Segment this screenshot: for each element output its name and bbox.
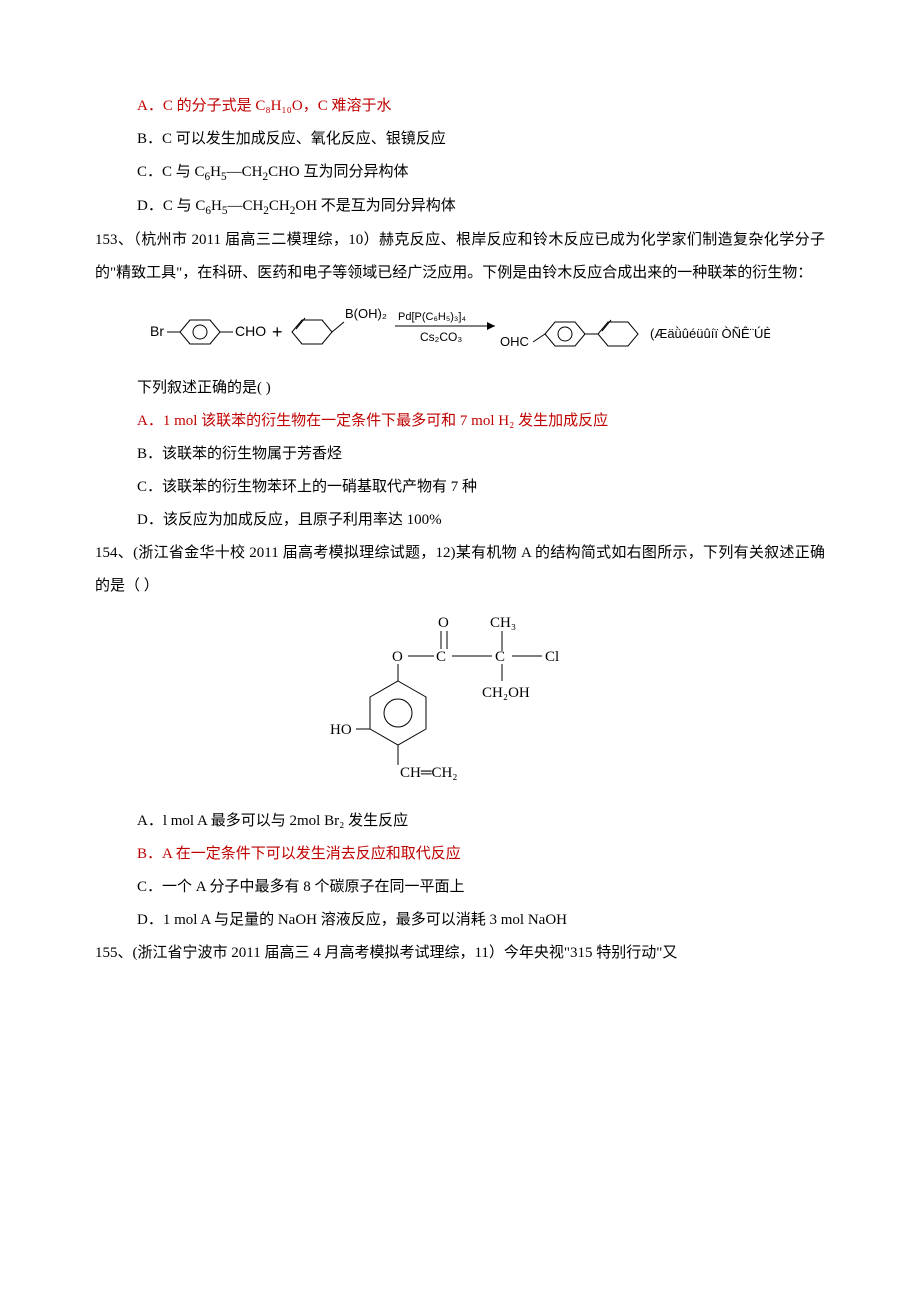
lbl-ho: HO	[330, 722, 352, 738]
text: OH 不是互为同分异构体	[295, 198, 455, 214]
q155-number: 155、	[95, 945, 133, 961]
label-catalyst-bot: Cs₂CO₃	[420, 330, 462, 344]
label-br: Br	[150, 323, 164, 339]
text: —CH	[227, 164, 263, 180]
label-plus: +	[272, 322, 283, 342]
q153-number: 153、	[95, 232, 133, 248]
lbl-c2: C	[495, 649, 505, 665]
label-cho: CHO	[235, 323, 266, 339]
q154-option-c: C．一个 A 分子中最多有 8 个碳原子在同一平面上	[95, 871, 825, 904]
lbl-o2: O	[392, 649, 403, 665]
q153-option-b: B．该联苯的衍生物属于芳香烃	[95, 438, 825, 471]
q154-option-d: D．1 mol A 与足量的 NaOH 溶液反应，最多可以消耗 3 mol Na…	[95, 904, 825, 937]
text: H	[210, 164, 221, 180]
lbl-cl: Cl	[545, 649, 559, 665]
q153-option-a: A．1 mol 该联苯的衍生物在一定条件下最多可和 7 mol H₂ 发生加成反…	[95, 405, 825, 438]
q154-head: 154、(浙江省金华十校 2011 届高考模拟理综试题，12)某有机物 A 的结…	[95, 537, 825, 603]
text: CH	[269, 198, 290, 214]
lbl-c1: C	[436, 649, 446, 665]
lbl-chch2: CH═CH₂	[400, 765, 458, 781]
q154-structure-diagram: O CH₃ O C C Cl CH₂OH HO CH═CH₂	[95, 609, 825, 799]
lbl-o1: O	[438, 615, 449, 631]
label-catalyst-top: Pd[P(C₆H₅)₃]₄	[398, 311, 466, 323]
q154-option-b: B．A 在一定条件下可以发生消去反应和取代反应	[95, 838, 825, 871]
label-ohc: OHC	[500, 334, 529, 349]
q153-head: 153、（杭州市 2011 届高三二模理综，10）赫克反应、根岸反应和铃木反应已…	[95, 224, 825, 290]
q153-source: （杭州市 2011 届高三二模理综，10）	[133, 232, 379, 248]
lbl-ch3: CH₃	[490, 615, 516, 631]
q153-stem2: 下列叙述正确的是( )	[95, 372, 825, 405]
q152-option-c: C．C 与 C6H5—CH2CHO 互为同分异构体	[95, 156, 825, 190]
text: D．C 与 C	[137, 198, 205, 214]
q155-text: 今年央视"315 特别行动"又	[504, 945, 678, 961]
label-boh2: B(OH)₂	[345, 306, 387, 321]
lbl-ch2oh: CH₂OH	[482, 685, 530, 701]
q154-source: (浙江省金华十校 2011 届高考模拟理综试题，12)	[133, 545, 455, 561]
q153-option-d: D．该反应为加成反应，且原子利用率达 100%	[95, 504, 825, 537]
q155-source: (浙江省宁波市 2011 届高三 4 月高考模拟考试理综，11）	[133, 945, 504, 961]
text: —CH	[227, 198, 263, 214]
q152-option-d: D．C 与 C6H5—CH2CH2OH 不是互为同分异构体	[95, 190, 825, 224]
q153-reaction-diagram: Br CHO + B(OH)₂ Pd[P(C₆H₅)₃]₄ Cs₂CO₃ OHC…	[95, 296, 825, 366]
q152-option-a: A．C 的分子式是 C₈H₁₀O，C 难溶于水	[95, 90, 825, 123]
text: CHO 互为同分异构体	[268, 164, 408, 180]
text: C．C 与 C	[137, 164, 205, 180]
q153-option-c: C．该联苯的衍生物苯环上的一硝基取代产物有 7 种	[95, 471, 825, 504]
q154-option-a: A．l mol A 最多可以与 2mol Br₂ 发生反应	[95, 805, 825, 838]
label-tail: (Æäǜûéüûíï ÒÑÊ¨ÚÈ¥©	[650, 326, 770, 341]
q154-number: 154、	[95, 545, 133, 561]
text: H	[211, 198, 222, 214]
q155-head: 155、(浙江省宁波市 2011 届高三 4 月高考模拟考试理综，11）今年央视…	[95, 937, 825, 970]
q152-option-b: B．C 可以发生加成反应、氧化反应、银镜反应	[95, 123, 825, 156]
